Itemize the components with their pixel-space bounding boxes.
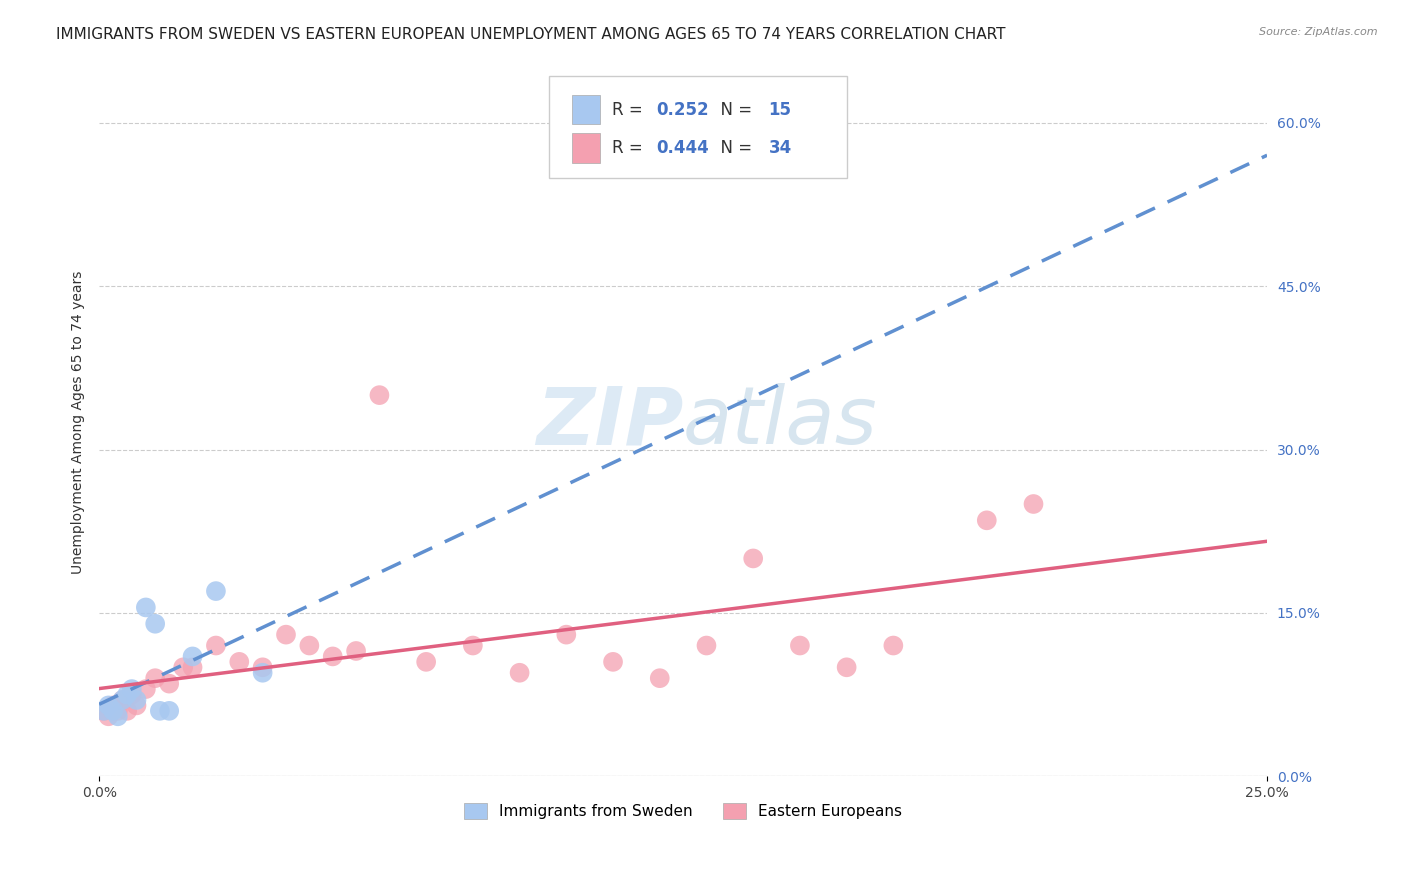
Text: 0.444: 0.444 <box>657 139 709 157</box>
Point <box>135 600 157 615</box>
Point <box>93 704 115 718</box>
Point <box>101 698 124 713</box>
Point <box>274 627 297 641</box>
Point <box>97 709 120 723</box>
Point <box>172 660 194 674</box>
Point <box>157 704 180 718</box>
Point <box>97 698 120 713</box>
Point <box>93 704 115 718</box>
Point <box>742 551 765 566</box>
Point <box>125 693 148 707</box>
Text: 34: 34 <box>768 139 792 157</box>
Point <box>107 704 129 718</box>
Point <box>415 655 437 669</box>
Point <box>835 660 858 674</box>
Point <box>181 649 204 664</box>
Text: R =: R = <box>612 139 648 157</box>
Point <box>1022 497 1045 511</box>
Point <box>205 584 228 599</box>
Point <box>648 671 671 685</box>
Point <box>298 639 321 653</box>
Point <box>101 704 124 718</box>
Point <box>252 660 274 674</box>
Point <box>368 388 391 402</box>
Point <box>461 639 484 653</box>
Point <box>252 665 274 680</box>
Point <box>115 688 138 702</box>
Point <box>976 513 998 527</box>
Point <box>125 698 148 713</box>
Y-axis label: Unemployment Among Ages 65 to 74 years: Unemployment Among Ages 65 to 74 years <box>72 270 86 574</box>
Text: atlas: atlas <box>683 384 877 461</box>
Text: R =: R = <box>612 101 648 119</box>
Point <box>115 704 138 718</box>
FancyBboxPatch shape <box>572 95 600 124</box>
Point <box>143 671 166 685</box>
Text: 15: 15 <box>768 101 792 119</box>
Point <box>135 682 157 697</box>
Point <box>509 665 531 680</box>
Text: 0.252: 0.252 <box>657 101 709 119</box>
Point <box>121 688 143 702</box>
Text: N =: N = <box>710 101 758 119</box>
Point <box>555 627 578 641</box>
FancyBboxPatch shape <box>572 133 600 162</box>
Point <box>322 649 344 664</box>
Text: N =: N = <box>710 139 758 157</box>
Point <box>157 676 180 690</box>
Point <box>149 704 172 718</box>
Point <box>344 644 367 658</box>
Point <box>695 639 717 653</box>
Point <box>181 660 204 674</box>
Text: IMMIGRANTS FROM SWEDEN VS EASTERN EUROPEAN UNEMPLOYMENT AMONG AGES 65 TO 74 YEAR: IMMIGRANTS FROM SWEDEN VS EASTERN EUROPE… <box>56 27 1005 42</box>
Text: ZIP: ZIP <box>536 384 683 461</box>
Point <box>789 639 811 653</box>
Legend: Immigrants from Sweden, Eastern Europeans: Immigrants from Sweden, Eastern European… <box>458 797 908 825</box>
Point <box>882 639 904 653</box>
Text: Source: ZipAtlas.com: Source: ZipAtlas.com <box>1260 27 1378 37</box>
Point <box>111 693 134 707</box>
Point <box>602 655 624 669</box>
Point <box>143 616 166 631</box>
FancyBboxPatch shape <box>548 76 846 178</box>
Point <box>107 709 129 723</box>
Point <box>111 693 134 707</box>
Point <box>205 639 228 653</box>
Point <box>121 682 143 697</box>
Point <box>228 655 250 669</box>
